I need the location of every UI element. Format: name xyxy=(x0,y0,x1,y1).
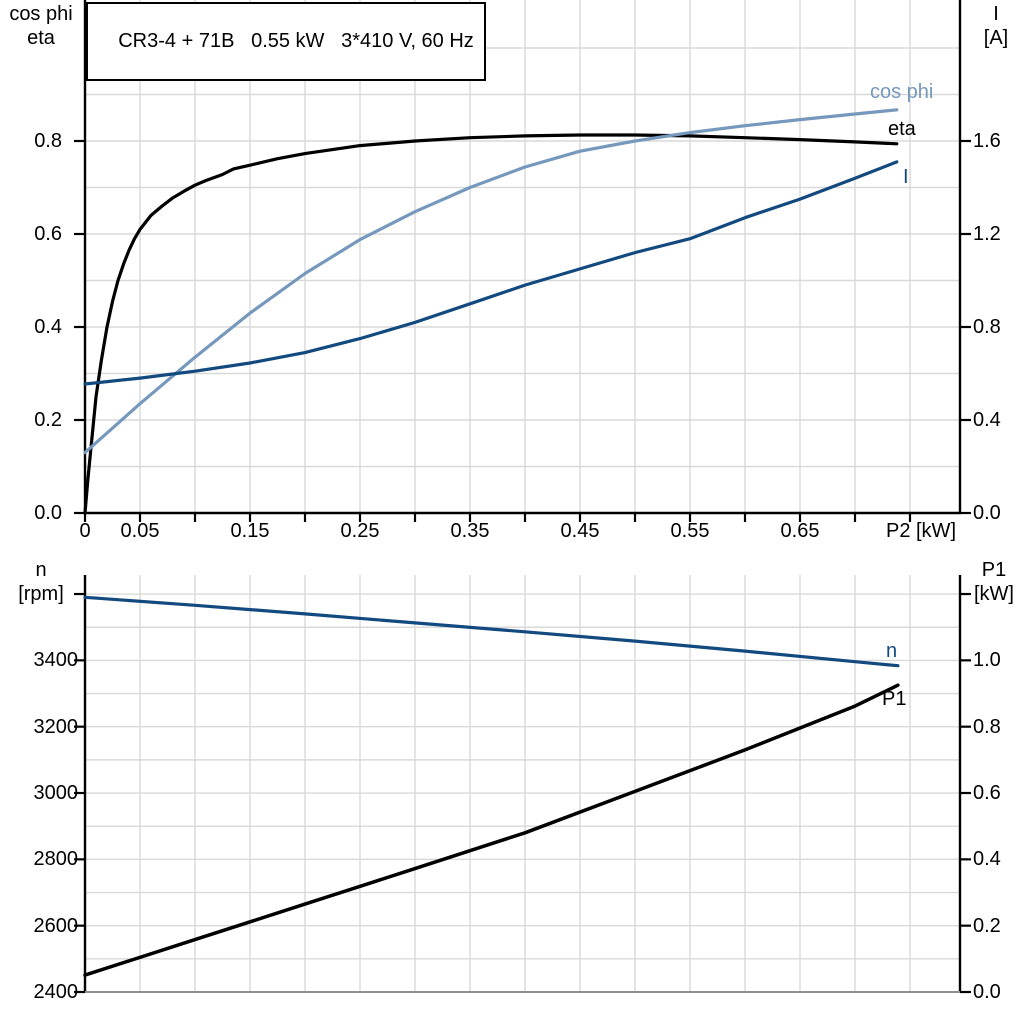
y-tick-label: 2400 xyxy=(33,981,79,1003)
axis-title-I: I xyxy=(993,3,999,25)
y-tick-label: 0.8 xyxy=(973,716,1001,738)
x-tick-label: 0.25 xyxy=(340,520,380,542)
curve-P1 xyxy=(83,683,900,977)
y-tick-label: 3000 xyxy=(33,782,79,804)
axis-title-n: n xyxy=(35,559,47,581)
curve-label-cos-phi: cos phi xyxy=(870,81,934,103)
y-tick-label: 0.6 xyxy=(973,782,1001,804)
axis-title-kW-unit: [kW] xyxy=(974,583,1014,605)
y-tick-label: 0.8 xyxy=(34,130,62,152)
curve-label-I: I xyxy=(903,166,909,188)
y-tick-label: 0.4 xyxy=(973,409,1001,431)
curve-label-P1: P1 xyxy=(882,688,907,710)
bottom-right-axis-title: P1 [kW] xyxy=(964,558,1024,606)
axis-title-rpm-unit: [rpm] xyxy=(18,583,64,605)
y-tick-label: 0.0 xyxy=(973,502,1001,524)
x-tick-label: 0.35 xyxy=(450,520,490,542)
x-tick-label: 0.55 xyxy=(670,520,710,542)
curve-n xyxy=(83,595,900,668)
chart-title-box: CR3-4 + 71B 0.55 kW 3*410 V, 60 Hz xyxy=(86,2,486,81)
y-tick-label: 1.6 xyxy=(973,130,1001,152)
y-tick-label: 0.6 xyxy=(34,223,62,245)
top-left-axis-title: cos phi eta xyxy=(0,2,82,50)
y-tick-label: 0.4 xyxy=(34,316,62,338)
curve-eta xyxy=(83,133,899,515)
curve-label-n: n xyxy=(886,640,898,662)
axis-title-A-unit: [A] xyxy=(983,27,1009,49)
top-right-axis-title: I [A] xyxy=(968,2,1024,50)
axis-title-cos-phi: cos phi xyxy=(9,3,73,25)
x-axis-title: P2 [kW] xyxy=(885,520,956,542)
x-tick-label: 0.45 xyxy=(560,520,600,542)
x-tick-label: 0 xyxy=(79,520,91,542)
y-tick-label: 0.0 xyxy=(973,981,1001,1003)
y-tick-label: 1.2 xyxy=(973,223,1001,245)
y-tick-label: 0.0 xyxy=(34,502,62,524)
y-tick-label: 3200 xyxy=(33,716,79,738)
y-tick-label: 0.8 xyxy=(973,316,1001,338)
bottom-left-axis-title: n [rpm] xyxy=(0,558,82,606)
y-tick-label: 3400 xyxy=(33,649,79,671)
x-tick-label: 0.05 xyxy=(120,520,160,542)
axis-title-eta: eta xyxy=(27,27,55,49)
x-tick-label: 0.65 xyxy=(780,520,820,542)
curve-label-eta: eta xyxy=(888,118,916,140)
curve-I xyxy=(83,160,899,386)
y-tick-label: 2600 xyxy=(33,915,79,937)
y-tick-label: 0.2 xyxy=(34,409,62,431)
curve-cos-phi xyxy=(83,108,899,455)
y-tick-label: 2800 xyxy=(33,848,79,870)
chart-title: CR3-4 + 71B 0.55 kW 3*410 V, 60 Hz xyxy=(118,30,474,52)
y-tick-label: 0.2 xyxy=(973,915,1001,937)
y-tick-label: 1.0 xyxy=(973,649,1001,671)
axis-title-P1: P1 xyxy=(981,559,1007,581)
y-tick-label: 0.4 xyxy=(973,848,1001,870)
x-tick-label: 0.15 xyxy=(230,520,270,542)
